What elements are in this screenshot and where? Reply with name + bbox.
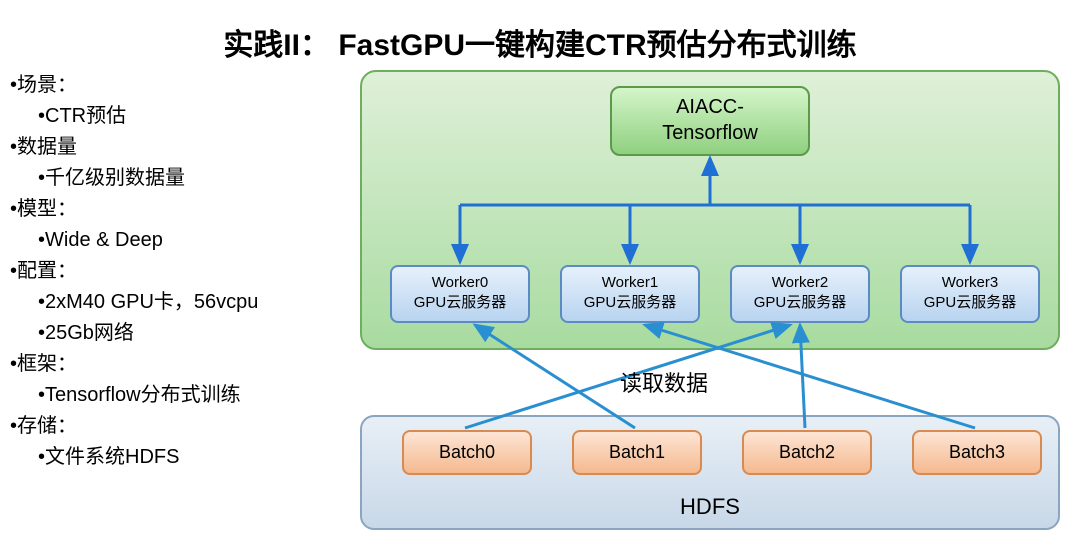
- worker-node-1: Worker1GPU云服务器: [560, 265, 700, 323]
- worker-name: Worker3: [902, 273, 1038, 293]
- read-data-label: 读取数据: [620, 366, 708, 398]
- batch-node-0: Batch0: [402, 430, 532, 475]
- bullet-sub: •Wide & Deep: [38, 225, 350, 256]
- bullet-sub: •Tensorflow分布式训练: [38, 380, 350, 411]
- bullet-sub: •2xM40 GPU卡，56vcpu: [38, 287, 350, 318]
- batch-node-1: Batch1: [572, 430, 702, 475]
- worker-name: Worker1: [562, 273, 698, 293]
- bullet-sub: •25Gb网络: [38, 318, 350, 349]
- hdfs-container: Batch0 Batch1 Batch2 Batch3 HDFS: [360, 415, 1060, 530]
- worker-sub: GPU云服务器: [392, 293, 528, 313]
- worker-sub: GPU云服务器: [562, 293, 698, 313]
- worker-sub: GPU云服务器: [732, 293, 868, 313]
- bullet-top: •配置：: [10, 256, 350, 287]
- bullet-list: •场景：•CTR预估•数据量•千亿级别数据量•模型：•Wide & Deep•配…: [10, 70, 350, 473]
- bullet-top: •框架：: [10, 349, 350, 380]
- hdfs-label: HDFS: [362, 494, 1058, 520]
- worker-node-0: Worker0GPU云服务器: [390, 265, 530, 323]
- bullet-sub: •文件系统HDFS: [38, 442, 350, 473]
- worker-node-2: Worker2GPU云服务器: [730, 265, 870, 323]
- batch-node-3: Batch3: [912, 430, 1042, 475]
- worker-name: Worker2: [732, 273, 868, 293]
- architecture-diagram: AIACC- Tensorflow Worker0GPU云服务器Worker1G…: [360, 70, 1060, 530]
- aiacc-node: AIACC- Tensorflow: [610, 86, 810, 156]
- aiacc-line2: Tensorflow: [612, 120, 808, 146]
- page-title: 实践II： FastGPU一键构建CTR预估分布式训练: [0, 20, 1080, 64]
- bullet-sub: •CTR预估: [38, 101, 350, 132]
- worker-name: Worker0: [392, 273, 528, 293]
- aiacc-line1: AIACC-: [612, 94, 808, 120]
- bullet-top: •场景：: [10, 70, 350, 101]
- bullet-top: •存储：: [10, 411, 350, 442]
- worker-sub: GPU云服务器: [902, 293, 1038, 313]
- worker-node-3: Worker3GPU云服务器: [900, 265, 1040, 323]
- bullet-sub: •千亿级别数据量: [38, 163, 350, 194]
- bullet-top: •模型：: [10, 194, 350, 225]
- batch-node-2: Batch2: [742, 430, 872, 475]
- bullet-top: •数据量: [10, 132, 350, 163]
